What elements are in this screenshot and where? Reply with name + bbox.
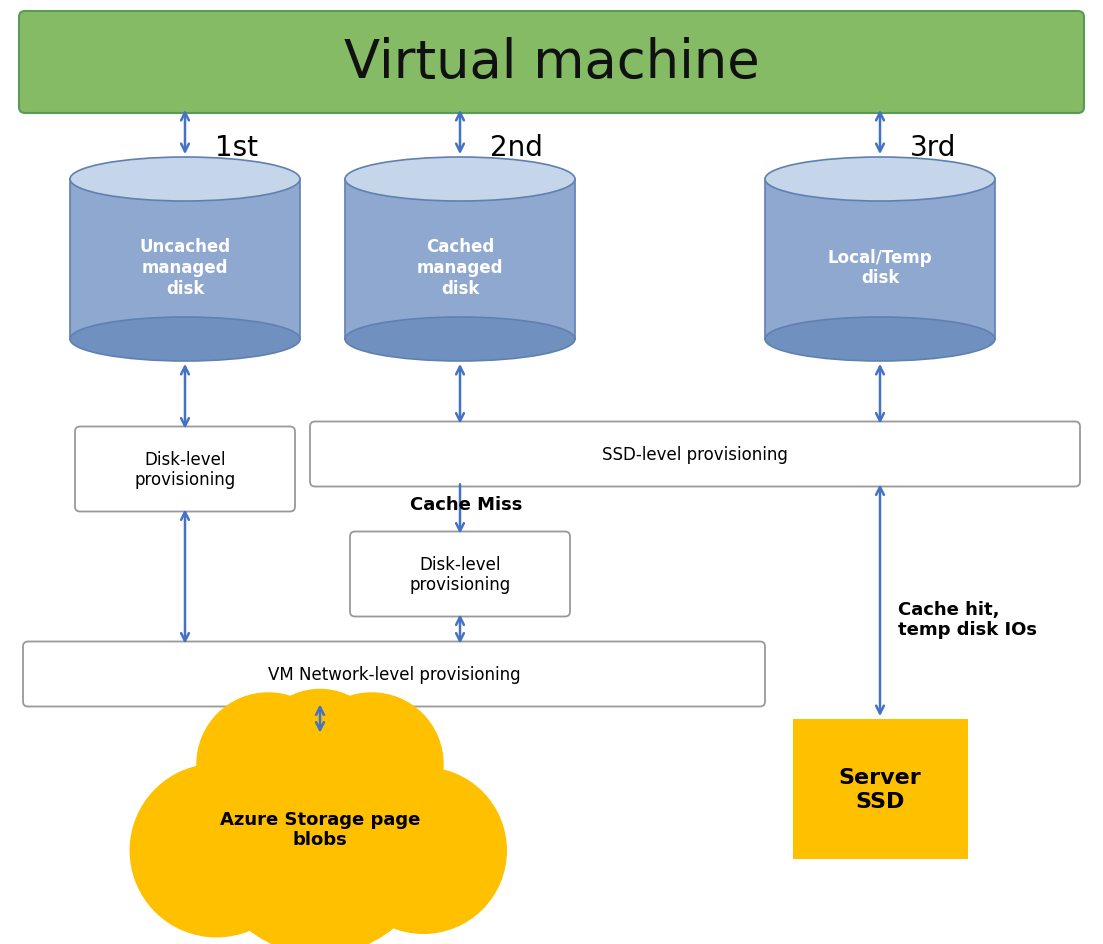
Text: Cache hit,
temp disk IOs: Cache hit, temp disk IOs	[898, 600, 1037, 639]
Text: 3rd: 3rd	[910, 134, 956, 161]
Bar	[792, 719, 967, 859]
FancyBboxPatch shape	[310, 422, 1080, 487]
Text: Disk-level
provisioning: Disk-level provisioning	[135, 450, 236, 489]
Ellipse shape	[69, 158, 300, 202]
Text: Local/Temp
disk: Local/Temp disk	[827, 248, 932, 287]
FancyBboxPatch shape	[350, 531, 570, 616]
Text: SSD-level provisioning: SSD-level provisioning	[602, 446, 788, 464]
Text: Uncached
managed
disk: Uncached managed disk	[139, 238, 231, 297]
Ellipse shape	[345, 318, 575, 362]
Circle shape	[205, 724, 435, 944]
Ellipse shape	[765, 318, 995, 362]
Bar	[345, 179, 575, 340]
Bar	[69, 179, 300, 340]
Text: 1st: 1st	[215, 134, 258, 161]
Text: Cache Miss: Cache Miss	[410, 496, 523, 514]
Bar	[765, 179, 995, 340]
Text: Disk-level
provisioning: Disk-level provisioning	[409, 555, 511, 594]
Circle shape	[300, 693, 443, 835]
Circle shape	[341, 767, 506, 934]
Text: Server
SSD: Server SSD	[838, 767, 921, 811]
Circle shape	[254, 690, 387, 823]
Circle shape	[197, 693, 340, 835]
Circle shape	[130, 765, 302, 936]
FancyBboxPatch shape	[19, 12, 1084, 114]
Ellipse shape	[345, 158, 575, 202]
Text: Azure Storage page
blobs: Azure Storage page blobs	[219, 810, 420, 849]
Text: VM Network-level provisioning: VM Network-level provisioning	[268, 666, 521, 683]
FancyBboxPatch shape	[75, 427, 295, 512]
Ellipse shape	[69, 318, 300, 362]
Text: Cached
managed
disk: Cached managed disk	[417, 238, 503, 297]
Ellipse shape	[765, 158, 995, 202]
Text: 2nd: 2nd	[490, 134, 543, 161]
FancyBboxPatch shape	[23, 642, 765, 707]
Text: Virtual machine: Virtual machine	[344, 37, 759, 89]
